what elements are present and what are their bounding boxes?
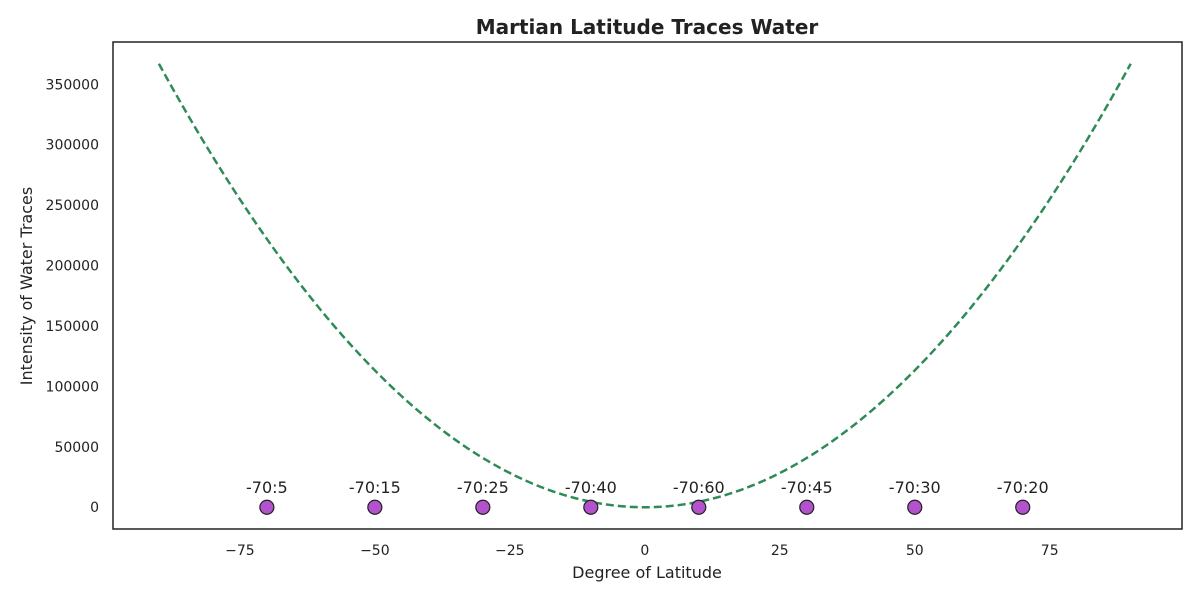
y-tick-label: 250000	[46, 198, 99, 214]
data-label: -70:5	[246, 478, 288, 497]
x-tick-label: 50	[906, 543, 924, 559]
data-point	[907, 499, 923, 515]
y-axis-ticks: 0 50000 100000 150000 200000 250000 300000 3500…	[46, 77, 99, 516]
x-tick-label: −50	[360, 543, 390, 559]
x-axis-label: Degree of Latitude	[572, 563, 722, 582]
x-tick-label: 75	[1041, 543, 1059, 559]
y-axis-label: Intensity of Water Traces	[17, 187, 36, 385]
data-label: -70:20	[997, 478, 1049, 497]
data-label: -70:45	[781, 478, 833, 497]
data-label: -70:40	[565, 478, 617, 497]
x-tick-label: 25	[771, 543, 789, 559]
data-point	[1015, 499, 1031, 515]
x-tick-label: −75	[225, 543, 255, 559]
data-label: -70:30	[889, 478, 941, 497]
data-point	[799, 499, 815, 515]
y-tick-label: 300000	[46, 138, 99, 154]
y-tick-label: 0	[90, 500, 99, 516]
data-point	[475, 499, 491, 515]
x-tick-label: 0	[640, 543, 649, 559]
trend-line	[157, 63, 1132, 509]
data-label: -70:15	[349, 478, 401, 497]
data-label: -70:60	[673, 478, 725, 497]
data-point	[691, 499, 707, 515]
plot-content: -70:5 -70:15 -70:25 -70:40 -70:60 -70:45 -70:3…	[157, 63, 1132, 515]
y-tick-label: 200000	[46, 259, 99, 275]
chart-title: Martian Latitude Traces Water	[476, 15, 819, 39]
data-point	[583, 499, 599, 515]
data-label: -70:25	[457, 478, 509, 497]
x-tick-label: −25	[495, 543, 525, 559]
y-tick-label: 100000	[46, 379, 99, 395]
x-axis-ticks: −75 −50 −25 0 25 50 75	[225, 543, 1059, 559]
plot-frame	[112, 41, 1183, 530]
y-tick-label: 350000	[46, 77, 99, 93]
y-tick-label: 50000	[54, 440, 99, 456]
y-tick-label: 150000	[46, 319, 99, 335]
data-point	[259, 499, 275, 515]
data-point	[367, 499, 383, 515]
